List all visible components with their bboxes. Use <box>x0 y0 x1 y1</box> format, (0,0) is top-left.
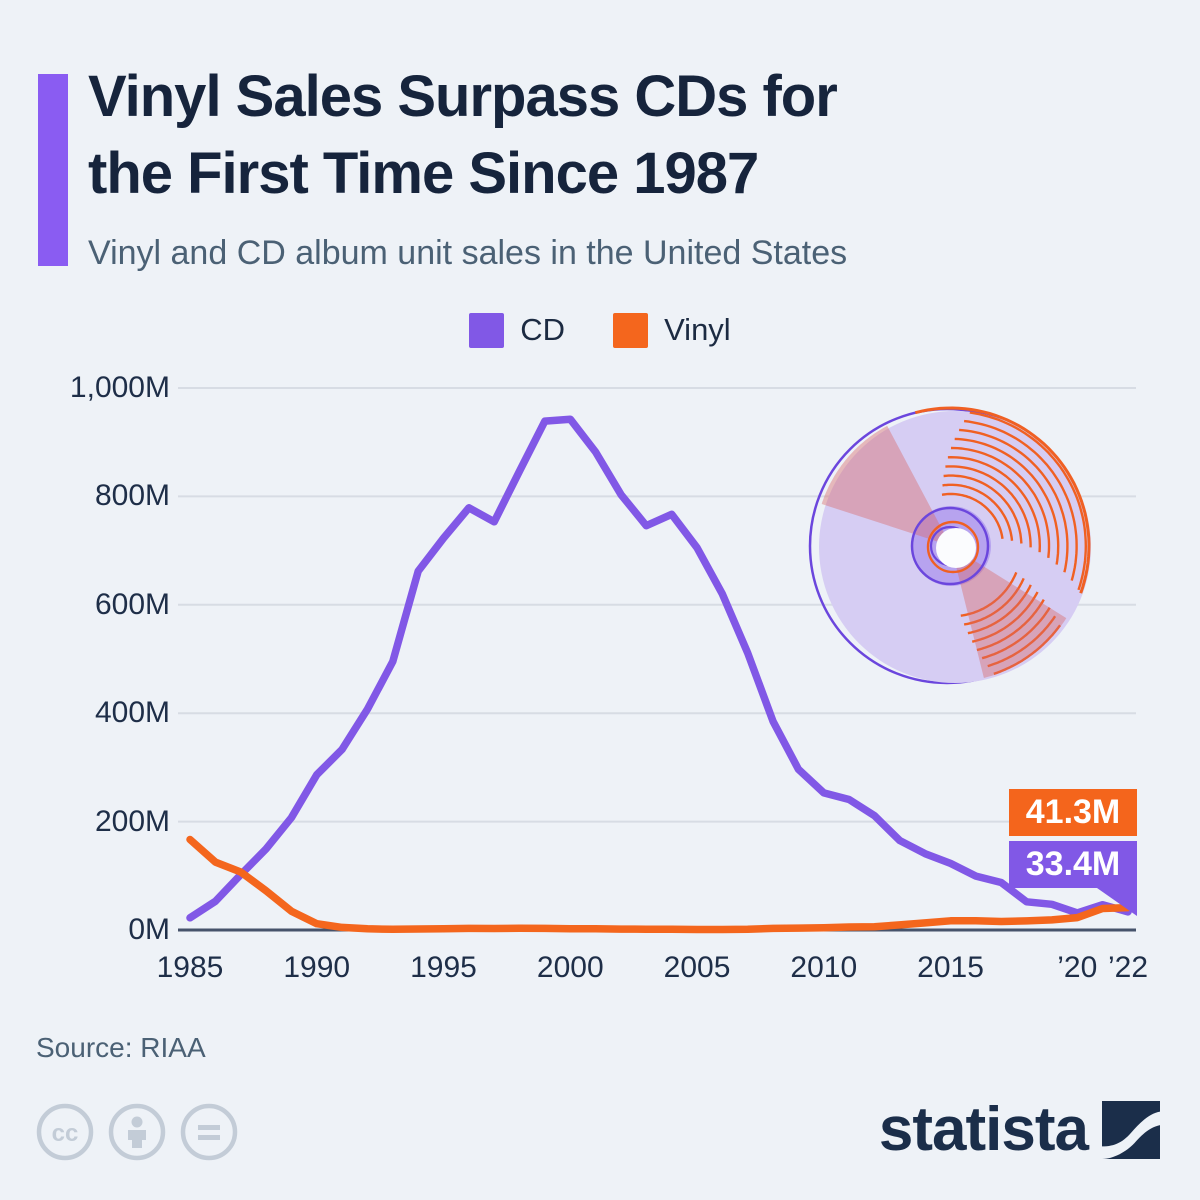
vinyl-value-callout: 41.3M <box>1009 789 1137 836</box>
disc-groove <box>963 419 1078 581</box>
disc-groove <box>945 465 1032 548</box>
statista-wordmark: statista <box>878 1095 1089 1164</box>
chart-subtitle: Vinyl and CD album unit sales in the Uni… <box>88 234 848 272</box>
disc-groove <box>950 446 1051 559</box>
disc-groove <box>960 571 1018 617</box>
page-title: Vinyl Sales Surpass CDs for the First Ti… <box>88 58 1128 212</box>
disc-groove <box>993 624 1062 675</box>
legend: CD Vinyl <box>0 312 1200 348</box>
cd-value-callout: 33.4M <box>1009 841 1137 888</box>
disc-groove <box>954 437 1060 565</box>
legend-item-vinyl: Vinyl <box>613 312 731 348</box>
cd-line-series <box>186 415 1132 922</box>
disc-groove <box>941 492 1004 539</box>
vinyl-swatch-icon <box>613 312 649 348</box>
disc-highlight-wedge <box>951 546 1067 678</box>
svg-text:cc: cc <box>52 1120 79 1147</box>
disc-groove <box>981 607 1051 660</box>
disc-orange-rim <box>914 406 1091 594</box>
disc-orange-hub-ring <box>926 520 980 574</box>
title-line-2: the First Time Since 1987 <box>88 141 759 206</box>
disc-groove <box>963 577 1025 626</box>
disc-groove <box>971 591 1039 643</box>
title-line-1: Vinyl Sales Surpass CDs for <box>88 64 838 129</box>
disc-groove <box>947 455 1042 553</box>
statista-logo[interactable]: statista <box>878 1095 1160 1164</box>
legend-label-cd: CD <box>520 312 566 347</box>
disc-groove <box>943 474 1023 544</box>
disc-groove <box>976 598 1045 652</box>
disc-groove <box>969 411 1088 591</box>
no-derivatives-icon[interactable] <box>180 1103 238 1161</box>
disc-groove <box>958 428 1069 573</box>
creative-commons-icon[interactable]: cc <box>36 1103 94 1161</box>
disc-groove <box>987 615 1057 668</box>
disc-groove <box>942 483 1014 541</box>
attribution-icon[interactable] <box>108 1103 166 1161</box>
cd-swatch-icon <box>469 312 505 348</box>
disc-highlight-wedge <box>821 425 951 546</box>
license-icons[interactable]: cc <box>36 1103 238 1161</box>
statista-mark-icon <box>1102 1101 1160 1159</box>
disc-groove <box>967 584 1032 635</box>
vinyl-line-series <box>186 835 1132 934</box>
source-note: Source: RIAA <box>36 1032 206 1063</box>
disc-hub-ring <box>910 506 990 586</box>
legend-label-vinyl: Vinyl <box>664 312 731 347</box>
title-accent-bar <box>38 74 68 266</box>
legend-item-cd: CD <box>469 312 565 348</box>
disc-hole <box>936 528 976 568</box>
